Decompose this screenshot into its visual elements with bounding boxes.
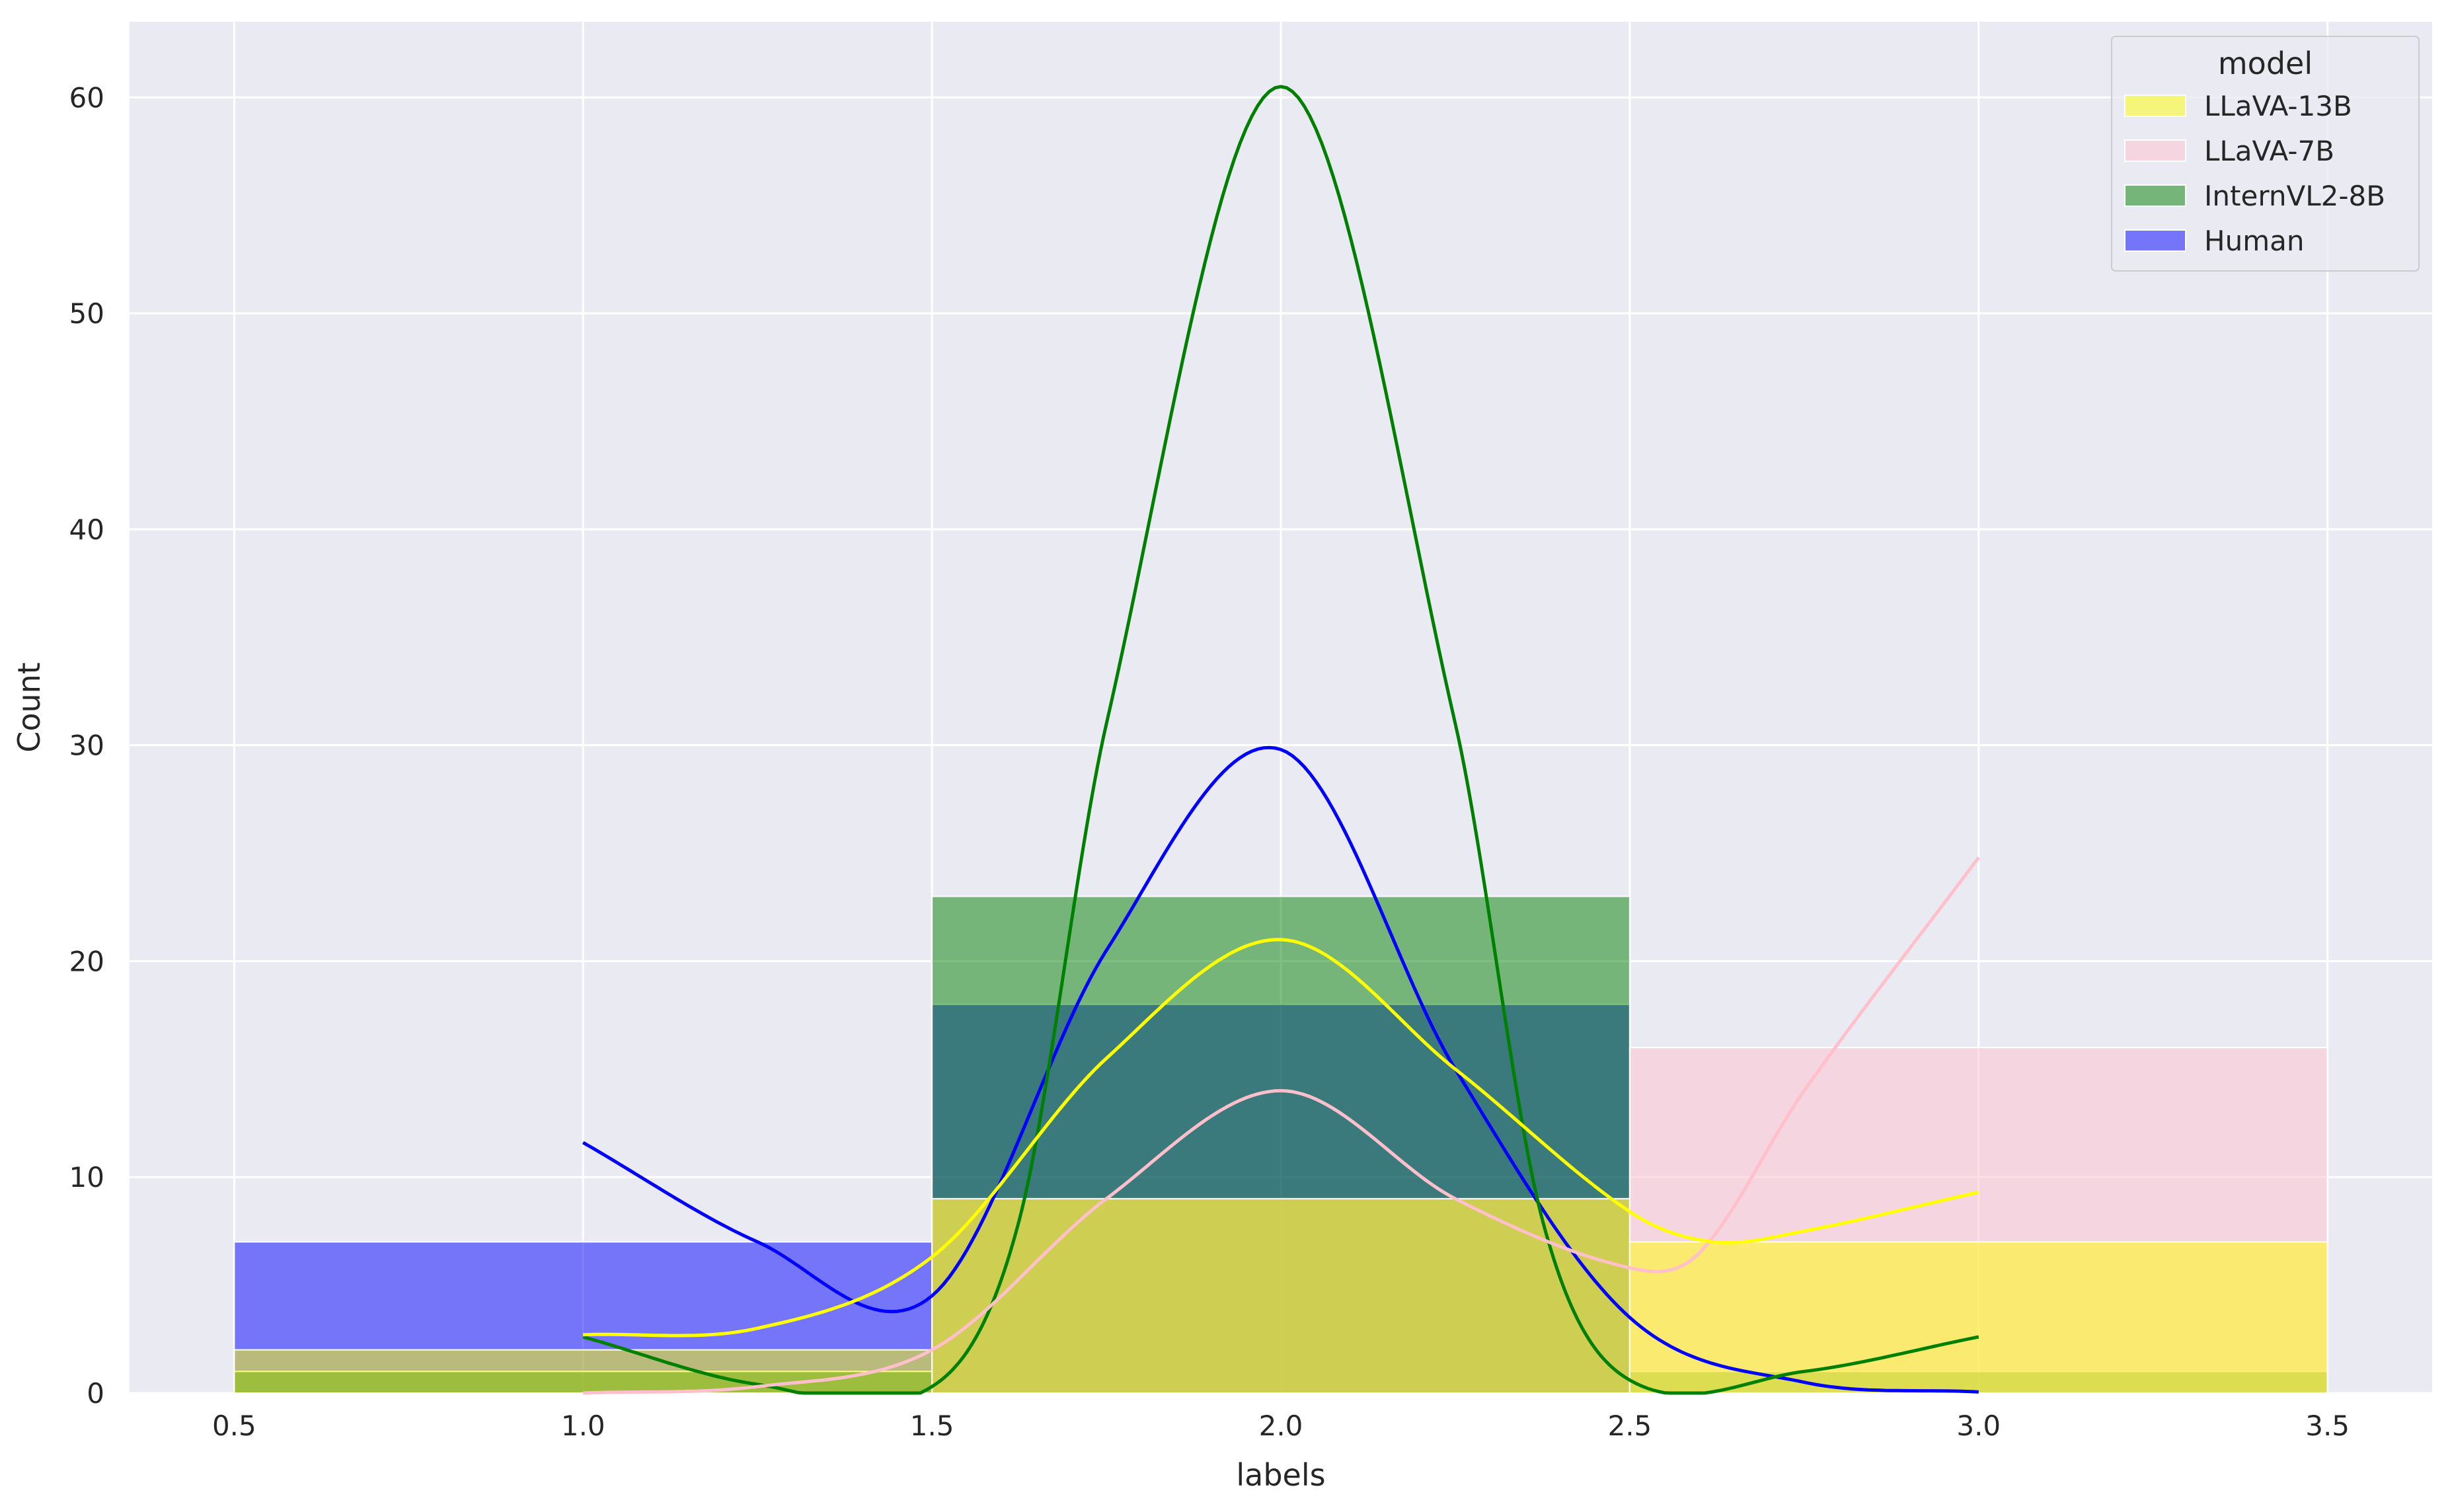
y-tick-label: 10 (69, 1161, 104, 1193)
histogram-bars (233, 895, 2328, 1394)
legend-swatch (2124, 139, 2186, 162)
y-tick-label: 20 (69, 945, 104, 977)
legend-box (2111, 36, 2420, 272)
x-tick-label: 1.0 (561, 1410, 605, 1442)
x-tick-label: 3.0 (1956, 1410, 2001, 1442)
kde-line-llava-13b (583, 938, 1979, 1338)
legend: model LLaVA-13B LLaVA-7B InternVL2-8B Human (2111, 36, 2420, 272)
bar (1628, 1241, 2328, 1394)
legend-items: LLaVA-13B LLaVA-7B InternVL2-8B Human (2124, 90, 2385, 257)
y-tick-label: 30 (69, 730, 104, 762)
legend-label: LLaVA-13B (2204, 90, 2352, 122)
y-tick-label: 0 (87, 1377, 104, 1410)
y-tick-labels: 0 10 20 30 40 50 60 (69, 81, 104, 1410)
y-tick-label: 40 (69, 513, 104, 546)
x-tick-label: 3.5 (2305, 1410, 2350, 1442)
legend-item: LLaVA-13B (2124, 90, 2352, 122)
x-tick-label: 2.0 (1259, 1410, 1303, 1442)
legend-label: LLaVA-7B (2204, 135, 2334, 167)
x-tick-label: 2.5 (1607, 1410, 1652, 1442)
x-tick-label: 0.5 (212, 1410, 256, 1442)
kde-line-human (582, 745, 1979, 1394)
x-axis-label: labels (1236, 1457, 1325, 1493)
bar (233, 1349, 933, 1394)
kde-curves (582, 85, 1980, 1395)
legend-swatch (2124, 184, 2186, 207)
bar (931, 1197, 1630, 1394)
legend-swatch (2124, 229, 2186, 252)
y-tick-label: 60 (69, 81, 104, 114)
legend-item: Human (2124, 225, 2304, 257)
kde-line-llava-7b (583, 856, 1980, 1395)
y-tick-label: 50 (69, 297, 104, 330)
x-tick-label: 1.5 (910, 1410, 954, 1442)
legend-title: model (2218, 46, 2313, 81)
y-axis-label: Count (11, 662, 47, 753)
bar-series-llava-13b (233, 1197, 2328, 1394)
legend-label: InternVL2-8B (2204, 180, 2385, 212)
kde-line-internvl2-8b (582, 85, 1979, 1395)
x-tick-labels: 0.5 1.0 1.5 2.0 2.5 3.0 3.5 (212, 1410, 2350, 1442)
legend-item: LLaVA-7B (2124, 135, 2334, 167)
legend-swatch (2124, 94, 2186, 117)
legend-label: Human (2204, 225, 2304, 257)
legend-item: InternVL2-8B (2124, 180, 2385, 212)
